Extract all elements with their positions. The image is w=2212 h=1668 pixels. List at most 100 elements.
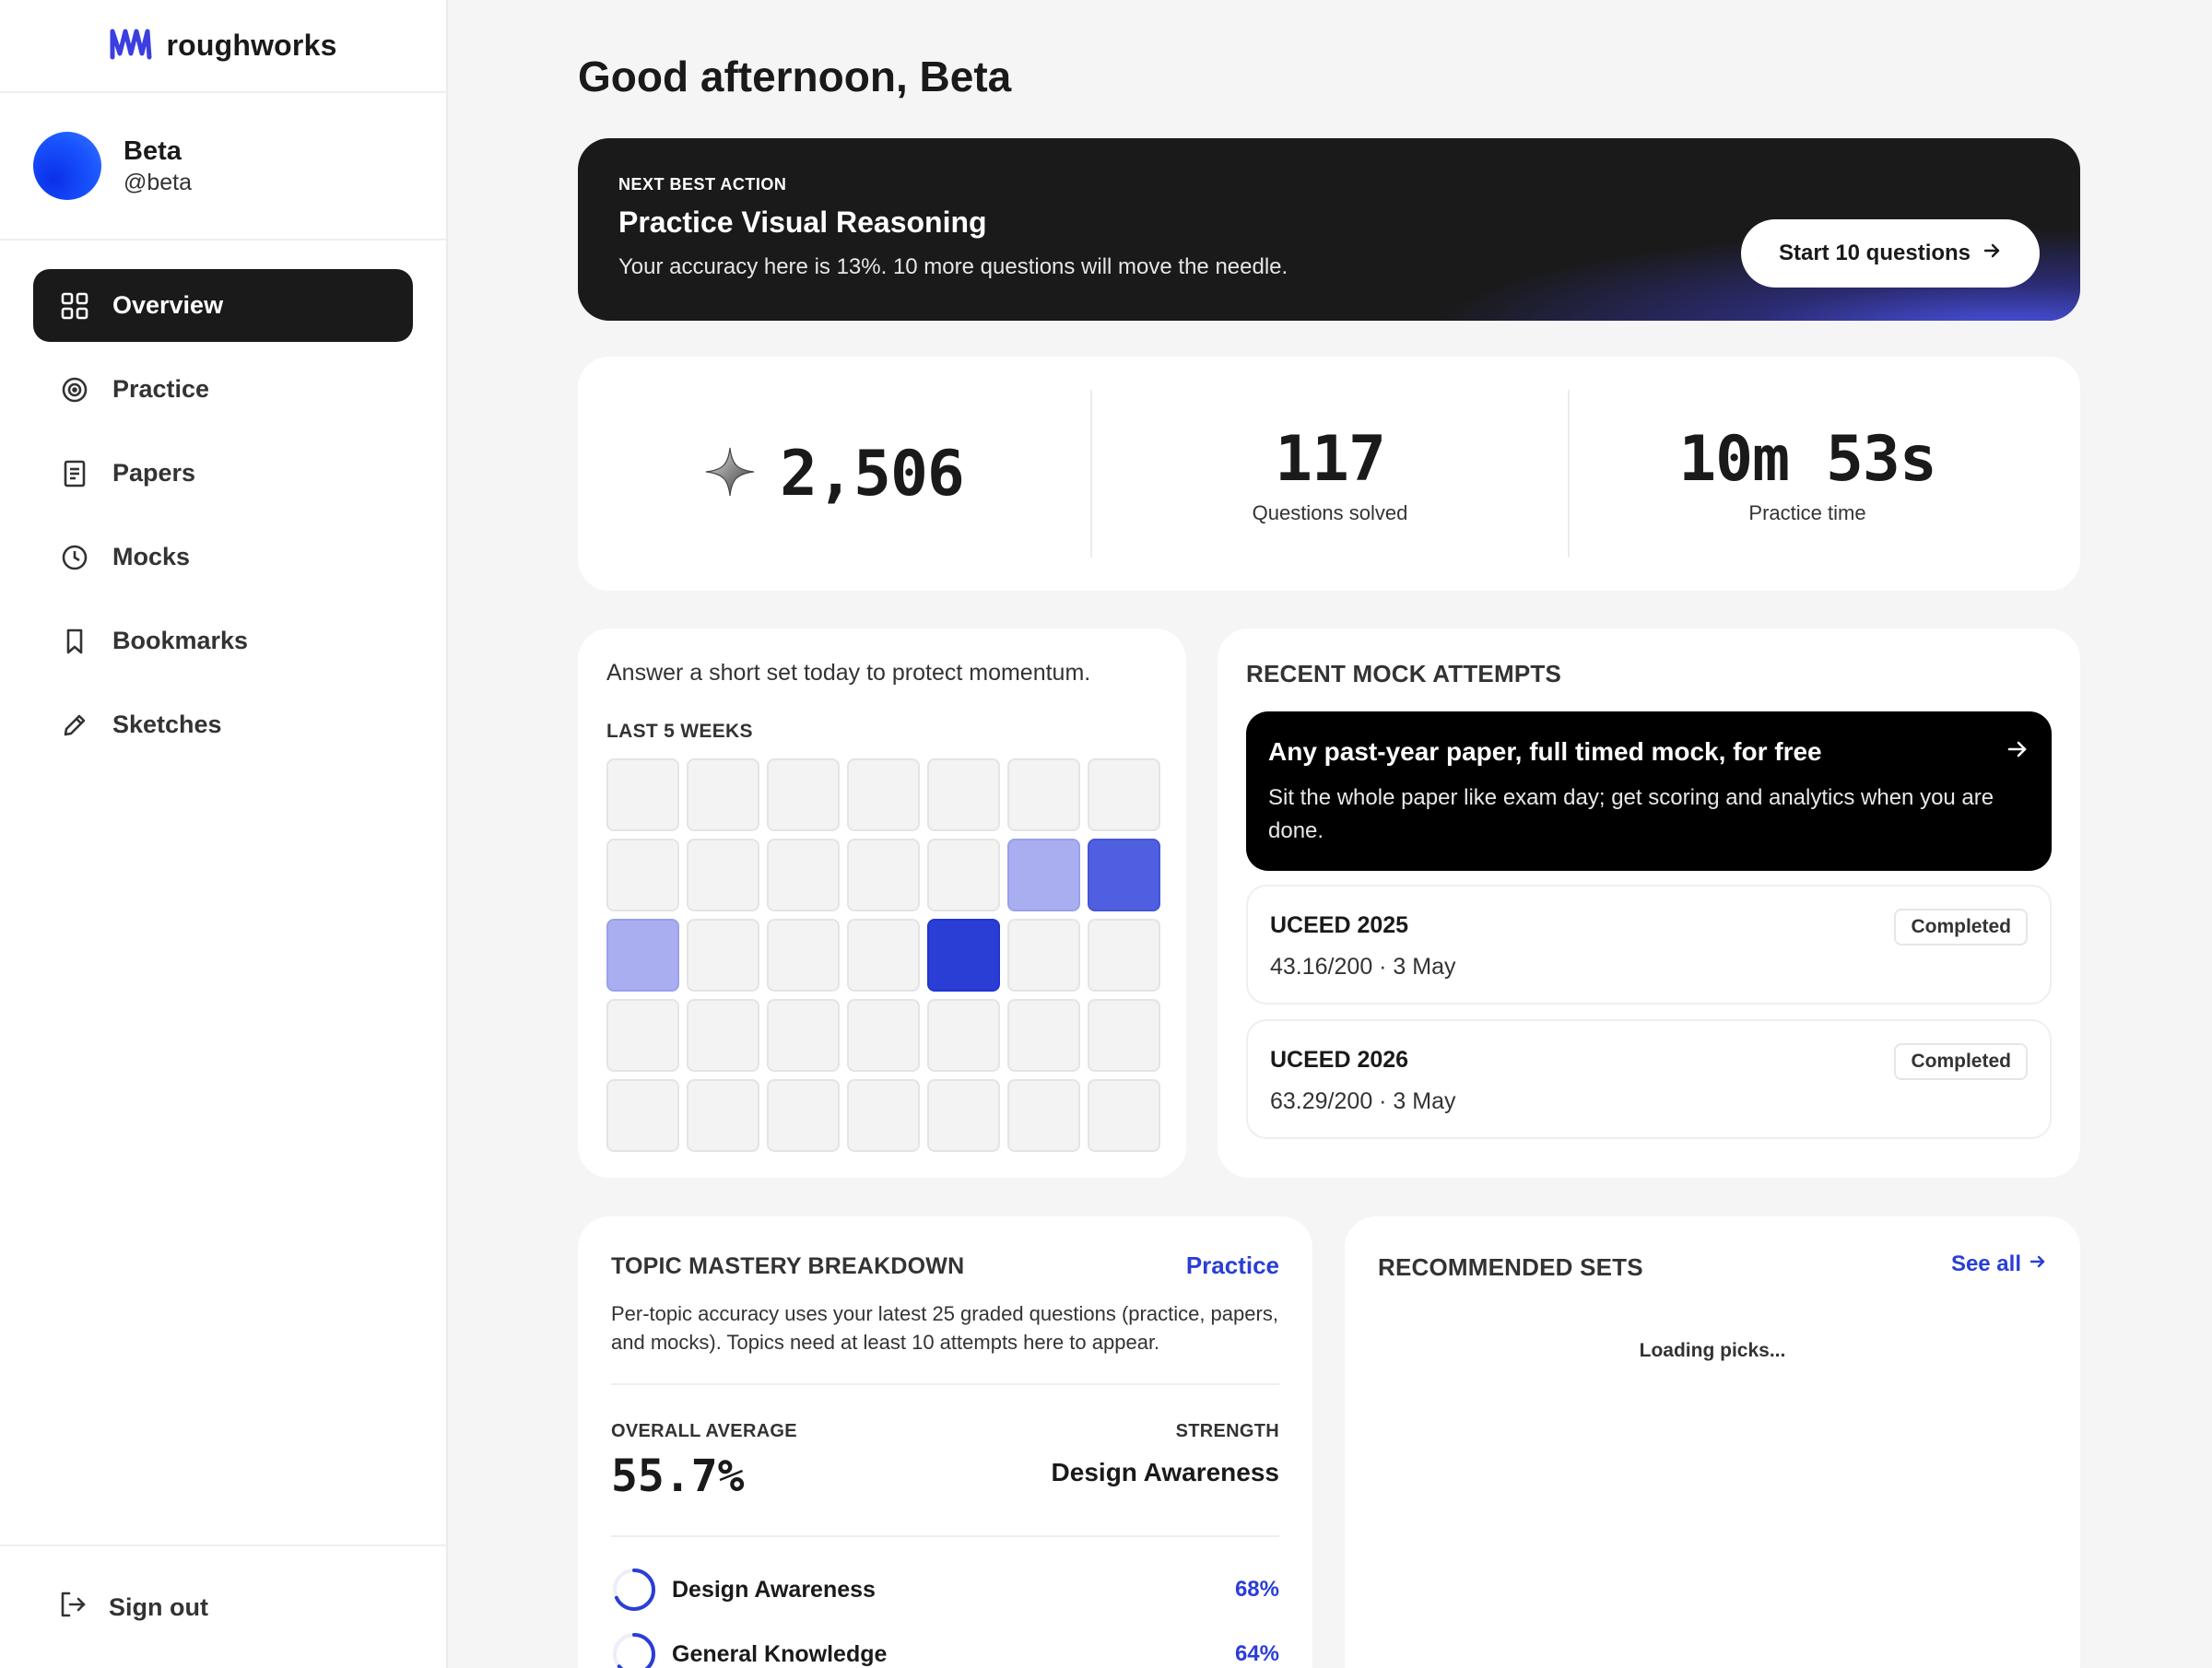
heatmap-cell: [1088, 1079, 1160, 1152]
arrow-right-icon: [1982, 241, 2002, 267]
target-icon: [59, 374, 90, 405]
bookmark-icon: [59, 626, 90, 657]
sign-out-icon: [57, 1589, 88, 1627]
strength-label: STRENGTH: [1175, 1421, 1279, 1441]
heatmap-cell: [687, 1079, 759, 1152]
overall-average-label: OVERALL AVERAGE: [611, 1421, 797, 1441]
heatmap-cell: [767, 839, 840, 911]
page-title: Good afternoon, Beta: [578, 53, 1012, 100]
nav-label: Overview: [112, 291, 224, 319]
heatmap-cell: [927, 1079, 1000, 1152]
heatmap-cell: [767, 758, 840, 831]
topic-name: General Knowledge: [672, 1640, 888, 1667]
activity-heatmap: [606, 758, 1160, 1152]
practice-time-stat: 10m 53s Practice time: [1570, 357, 2045, 591]
document-icon: [59, 458, 90, 489]
recommended-sets-card: RECOMMENDED SETS See all Loading picks..…: [1345, 1216, 2080, 1668]
stat-divider: [1568, 390, 1570, 558]
recent-mocks-card: RECENT MOCK ATTEMPTS Any past-year paper…: [1218, 628, 2080, 1178]
heatmap-cell: [1088, 758, 1160, 831]
overall-average-value: 55.7%: [611, 1451, 745, 1502]
loading-message: Loading picks...: [1639, 1340, 1786, 1361]
user-name: Beta: [124, 136, 182, 166]
topic-percent: 68%: [1234, 1577, 1279, 1602]
brand[interactable]: roughworks: [0, 0, 446, 93]
questions-value: 117: [1275, 422, 1386, 496]
heatmap-cell: [606, 758, 679, 831]
hero-subtitle: Your accuracy here is 13%. 10 more quest…: [618, 254, 1288, 279]
practice-link[interactable]: Practice: [1185, 1251, 1279, 1279]
mock-cta-title: Any past-year paper, full timed mock, fo…: [1268, 737, 1822, 766]
heatmap-cell: [687, 999, 759, 1072]
heatmap-cell: [927, 919, 1000, 992]
nav-label: Practice: [112, 375, 210, 403]
heatmap-cell: [927, 758, 1000, 831]
nav-item-bookmarks[interactable]: Bookmarks: [33, 605, 413, 677]
heatmap-cell: [847, 1079, 920, 1152]
heatmap-cell: [927, 839, 1000, 911]
questions-stat: 117 Questions solved: [1092, 357, 1568, 591]
see-all-label: See all: [1950, 1251, 2021, 1276]
stats-card: 2,506 117 Questions solved 10m 53s Pract…: [578, 357, 2080, 591]
practice-time-label: Practice time: [1748, 500, 1866, 524]
full-mock-cta[interactable]: Any past-year paper, full timed mock, fo…: [1246, 711, 2052, 871]
user-handle: @beta: [124, 170, 193, 195]
attempt-name: UCEED 2026: [1270, 1047, 1409, 1073]
nav-item-mocks[interactable]: Mocks: [33, 521, 413, 593]
nav-item-papers[interactable]: Papers: [33, 437, 413, 510]
sign-out-label: Sign out: [109, 1592, 208, 1621]
mock-attempt-item[interactable]: UCEED 2025 43.16/200 · 3 May Completed: [1246, 885, 2052, 1004]
avatar: [33, 132, 101, 200]
topic-row[interactable]: General Knowledge 64%: [611, 1631, 1279, 1668]
stat-divider: [1090, 390, 1092, 558]
topic-row[interactable]: Design Awareness 68%: [611, 1567, 1279, 1613]
heatmap-cell: [767, 999, 840, 1072]
heatmap-cell: [687, 839, 759, 911]
topic-description: Per-topic accuracy uses your latest 25 g…: [611, 1302, 1278, 1354]
nav-item-overview[interactable]: Overview: [33, 269, 413, 342]
heatmap-cell: [606, 1079, 679, 1152]
grid-icon: [59, 290, 90, 322]
divider: [611, 1535, 1279, 1537]
brand-logo-icon: [109, 26, 153, 65]
hero-kicker: NEXT BEST ACTION: [618, 175, 787, 194]
nav-item-practice[interactable]: Practice: [33, 353, 413, 426]
attempt-name: UCEED 2025: [1270, 912, 1409, 938]
main-nav: Overview Practice Papers Mocks Bookmarks: [0, 241, 446, 761]
clock-icon: [59, 542, 90, 573]
heatmap-cell: [1007, 1079, 1080, 1152]
practice-time-value: 10m 53s: [1678, 422, 1937, 496]
heatmap-cell: [687, 919, 759, 992]
heatmap-cell: [767, 1079, 840, 1152]
heatmap-cell: [1007, 758, 1080, 831]
activity-kicker: LAST 5 WEEKS: [606, 721, 753, 742]
start-questions-button[interactable]: Start 10 questions: [1741, 219, 2040, 288]
sparkle-icon: [704, 446, 756, 502]
mocks-title: RECENT MOCK ATTEMPTS: [1246, 660, 1561, 687]
heatmap-cell: [847, 839, 920, 911]
see-all-link[interactable]: See all: [1951, 1251, 2047, 1277]
heatmap-cell: [606, 919, 679, 992]
heatmap-cell: [1088, 999, 1160, 1072]
nav-item-sketches[interactable]: Sketches: [33, 688, 413, 761]
heatmap-cell: [1007, 839, 1080, 911]
heatmap-cell: [847, 758, 920, 831]
topic-mastery-card: TOPIC MASTERY BREAKDOWN Practice Per-top…: [578, 1216, 1312, 1668]
progress-ring-icon: [613, 1568, 655, 1611]
points-stat: 2,506: [578, 357, 1090, 591]
start-questions-label: Start 10 questions: [1778, 241, 1971, 265]
strength-value: Design Awareness: [1051, 1458, 1279, 1486]
points-value: 2,506: [780, 437, 965, 511]
status-badge: Completed: [1894, 1043, 2028, 1080]
arrow-right-icon: [2006, 737, 2030, 766]
recs-title: RECOMMENDED SETS: [1378, 1253, 1643, 1281]
heatmap-cell: [847, 919, 920, 992]
mock-attempt-item[interactable]: UCEED 2026 63.29/200 · 3 May Completed: [1246, 1019, 2052, 1139]
heatmap-cell: [847, 999, 920, 1072]
progress-ring-icon: [613, 1633, 655, 1668]
sign-out-button[interactable]: Sign out: [0, 1545, 446, 1668]
user-profile[interactable]: Beta @beta: [0, 93, 446, 241]
next-best-action-banner: NEXT BEST ACTION Practice Visual Reasoni…: [578, 138, 2080, 321]
heatmap-cell: [1088, 919, 1160, 992]
nav-label: Mocks: [112, 543, 191, 570]
